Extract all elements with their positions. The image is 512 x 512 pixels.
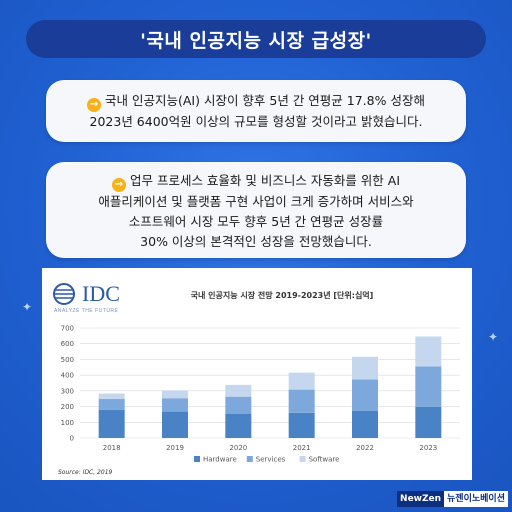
card2-line-4: 30% 이상의 본격적인 성장을 전망했습니다. xyxy=(140,234,372,249)
chart-legend: Hardware Services Software xyxy=(194,456,339,464)
x-tick-label: 2021 xyxy=(293,444,311,452)
info-card-1: → 국내 인공지능(AI) 시장이 향후 5년 간 연평균 17.8% 성장해 2… xyxy=(46,80,466,142)
card2-line-3: 소프트웨어 시장 모두 향후 5년 간 연평균 성장률 xyxy=(128,214,384,229)
logo-tagline: ANALYZE THE FUTURE xyxy=(54,308,119,314)
x-tick-label: 2022 xyxy=(356,444,374,452)
bar-software-2018 xyxy=(98,393,125,400)
x-tick-label: 2020 xyxy=(229,444,247,452)
card2-line-2: 애플리케이션 및 플랫폼 구현 사업이 크게 증가하며 서비스와 xyxy=(98,194,414,209)
y-tick-label: 200 xyxy=(61,403,74,411)
logo-text: IDC xyxy=(82,281,120,306)
bar-software-2023 xyxy=(415,336,442,367)
arrow-right-icon: → xyxy=(87,98,102,112)
bar-software-2019 xyxy=(162,390,188,399)
idc-logo: IDC ANALYZE THE FUTURE xyxy=(53,281,120,314)
chart-panel: IDC ANALYZE THE FUTURE 국내 인공지능 시장 전망 201… xyxy=(42,268,472,480)
bar-software-2021 xyxy=(288,372,315,390)
bar-software-2022 xyxy=(352,356,378,380)
bar-services-2021 xyxy=(288,389,315,413)
y-tick-label: 0 xyxy=(70,435,74,443)
y-tick-label: 300 xyxy=(61,387,74,395)
legend-swatch xyxy=(194,456,200,462)
info-card-2: → 업무 프로세스 효율화 및 비즈니스 자동화를 위한 AI 애플리케이션 및 … xyxy=(46,162,466,258)
brand-logo: NewZen 뉴젠이노베이션 xyxy=(397,491,508,507)
legend-label: Hardware xyxy=(203,456,237,464)
bar-services-2019 xyxy=(162,398,188,412)
y-tick-label: 400 xyxy=(61,372,74,380)
card1-line-2: 2023년 6400억원 이상의 규모를 형성할 것이라고 밝혔습니다. xyxy=(89,114,423,129)
bar-hardware-2019 xyxy=(162,411,188,438)
bar-hardware-2023 xyxy=(415,406,442,438)
bar-hardware-2018 xyxy=(98,409,125,438)
bar-chart: IDC ANALYZE THE FUTURE 국내 인공지능 시장 전망 201… xyxy=(53,281,460,476)
bar-hardware-2021 xyxy=(288,412,315,438)
legend-label: Software xyxy=(309,456,340,464)
card2-line-1: → 업무 프로세스 효율화 및 비즈니스 자동화를 위한 AI xyxy=(46,171,466,192)
y-tick-label: 100 xyxy=(61,419,74,427)
bar-services-2023 xyxy=(415,366,442,407)
brand-subname: 뉴젠이노베이션 xyxy=(444,491,508,507)
x-tick-label: 2018 xyxy=(103,444,121,452)
page-title: '국내 인공지능 시장 급성장' xyxy=(140,29,372,52)
legend-label: Services xyxy=(256,456,286,464)
y-tick-label: 700 xyxy=(61,325,74,333)
arrow-right-icon: → xyxy=(111,178,126,192)
title-banner: '국내 인공지능 시장 급성장' xyxy=(26,20,486,58)
chart-title: 국내 인공지능 시장 전망 2019-2023년 [단위:십억] xyxy=(191,290,374,300)
x-tick-label: 2019 xyxy=(166,444,184,452)
sparkle-icon: ✦ xyxy=(488,330,499,344)
bar-services-2022 xyxy=(352,379,378,411)
bar-software-2020 xyxy=(225,384,252,397)
bar-hardware-2022 xyxy=(352,410,378,438)
x-tick-label: 2023 xyxy=(419,444,437,452)
legend-swatch xyxy=(299,456,306,462)
y-tick-label: 500 xyxy=(61,356,74,364)
brand-name: NewZen xyxy=(397,491,445,507)
chart-source: Source: IDC, 2019 xyxy=(58,469,113,476)
bar-hardware-2020 xyxy=(225,413,252,438)
bar-services-2020 xyxy=(225,396,252,414)
sparkle-icon: ✦ xyxy=(22,300,33,314)
y-tick-label: 600 xyxy=(61,340,74,348)
card1-line-1: → 국내 인공지능(AI) 시장이 향후 5년 간 연평균 17.8% 성장해 xyxy=(46,91,466,112)
legend-swatch xyxy=(246,456,253,462)
bar-services-2018 xyxy=(98,399,125,410)
